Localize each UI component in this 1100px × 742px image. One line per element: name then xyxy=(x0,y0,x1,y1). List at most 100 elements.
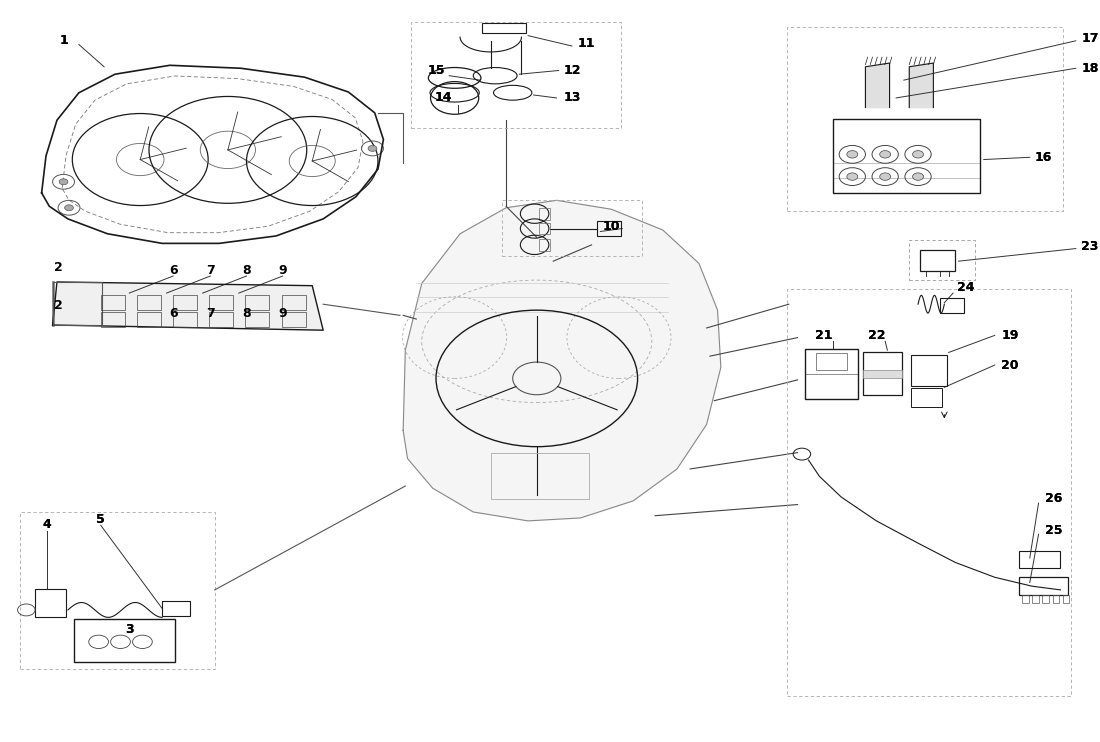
Polygon shape xyxy=(403,200,720,521)
Text: 24: 24 xyxy=(957,281,975,295)
Text: 10: 10 xyxy=(603,220,620,233)
Text: 5: 5 xyxy=(97,513,106,526)
Text: 17: 17 xyxy=(1081,32,1099,45)
Bar xyxy=(20,512,214,669)
Bar xyxy=(1019,577,1068,595)
Bar xyxy=(282,312,306,327)
Bar xyxy=(910,240,975,280)
Text: 16: 16 xyxy=(1034,151,1052,164)
Text: 5: 5 xyxy=(97,513,106,526)
Bar xyxy=(162,601,189,616)
Circle shape xyxy=(913,173,924,180)
Bar xyxy=(482,23,526,33)
Text: 22: 22 xyxy=(868,329,886,342)
Text: 7: 7 xyxy=(206,264,214,278)
Bar xyxy=(1019,551,1060,568)
Text: 14: 14 xyxy=(434,91,452,105)
Circle shape xyxy=(913,151,924,158)
Text: 19: 19 xyxy=(1001,329,1019,342)
Circle shape xyxy=(65,205,74,211)
Bar xyxy=(912,388,942,407)
Bar xyxy=(1053,595,1059,603)
Circle shape xyxy=(880,151,891,158)
Text: 19: 19 xyxy=(1001,329,1019,342)
Bar xyxy=(282,295,306,310)
Text: 20: 20 xyxy=(1001,358,1019,372)
Bar xyxy=(1063,595,1069,603)
Text: 18: 18 xyxy=(1081,62,1099,75)
Bar xyxy=(209,295,233,310)
Polygon shape xyxy=(866,63,890,108)
Bar xyxy=(939,298,964,313)
Text: 15: 15 xyxy=(427,64,444,77)
Bar xyxy=(539,223,550,234)
Text: 23: 23 xyxy=(1081,240,1099,253)
Text: 6: 6 xyxy=(168,306,177,320)
Circle shape xyxy=(368,145,377,151)
Text: 4: 4 xyxy=(43,518,52,531)
Text: 18: 18 xyxy=(1081,62,1099,75)
Text: 26: 26 xyxy=(1045,492,1063,505)
Text: 21: 21 xyxy=(815,329,833,342)
Bar xyxy=(136,312,161,327)
Bar xyxy=(805,349,858,399)
Text: 8: 8 xyxy=(242,306,251,320)
Bar xyxy=(53,282,102,325)
Bar xyxy=(539,208,550,220)
Text: 2: 2 xyxy=(54,260,63,274)
Text: 3: 3 xyxy=(125,623,133,636)
Text: 10: 10 xyxy=(603,220,620,233)
Text: 20: 20 xyxy=(1001,358,1019,372)
Text: 1: 1 xyxy=(59,34,68,47)
Text: 11: 11 xyxy=(578,36,595,50)
Bar xyxy=(491,453,590,499)
Bar xyxy=(101,312,125,327)
Text: 1: 1 xyxy=(59,34,68,47)
Bar xyxy=(1022,595,1028,603)
Text: 3: 3 xyxy=(125,623,133,636)
Bar xyxy=(816,353,847,370)
Text: 6: 6 xyxy=(168,264,177,278)
Text: 14: 14 xyxy=(434,91,452,105)
Circle shape xyxy=(59,179,68,185)
Text: 26: 26 xyxy=(1045,492,1063,505)
Bar xyxy=(245,312,270,327)
Text: 25: 25 xyxy=(1045,524,1063,537)
Text: 7: 7 xyxy=(206,306,214,320)
Bar xyxy=(597,221,622,236)
Text: 16: 16 xyxy=(1034,151,1052,164)
Bar xyxy=(101,295,125,310)
Text: 21: 21 xyxy=(815,329,833,342)
Bar xyxy=(173,295,197,310)
Text: 24: 24 xyxy=(957,281,975,295)
Bar xyxy=(35,589,66,617)
Text: 9: 9 xyxy=(278,264,287,278)
Polygon shape xyxy=(910,63,934,108)
Circle shape xyxy=(847,151,858,158)
Text: 9: 9 xyxy=(278,306,287,320)
Bar xyxy=(864,352,902,395)
Bar xyxy=(245,295,270,310)
Circle shape xyxy=(847,173,858,180)
Text: 13: 13 xyxy=(563,91,581,105)
Text: 15: 15 xyxy=(427,64,444,77)
Bar xyxy=(209,312,233,327)
Polygon shape xyxy=(53,282,323,330)
Bar xyxy=(864,370,902,378)
Bar xyxy=(912,355,946,386)
Bar xyxy=(833,119,980,193)
Text: 25: 25 xyxy=(1045,524,1063,537)
Text: 22: 22 xyxy=(868,329,886,342)
Bar xyxy=(921,250,955,271)
Bar xyxy=(1043,595,1049,603)
Bar xyxy=(786,27,1063,211)
Bar xyxy=(786,289,1071,696)
Circle shape xyxy=(880,173,891,180)
Text: 12: 12 xyxy=(563,64,581,77)
Text: 17: 17 xyxy=(1081,32,1099,45)
Bar xyxy=(75,619,175,662)
Text: 4: 4 xyxy=(43,518,52,531)
Text: 12: 12 xyxy=(563,64,581,77)
Bar xyxy=(539,239,550,251)
Text: 8: 8 xyxy=(242,264,251,278)
